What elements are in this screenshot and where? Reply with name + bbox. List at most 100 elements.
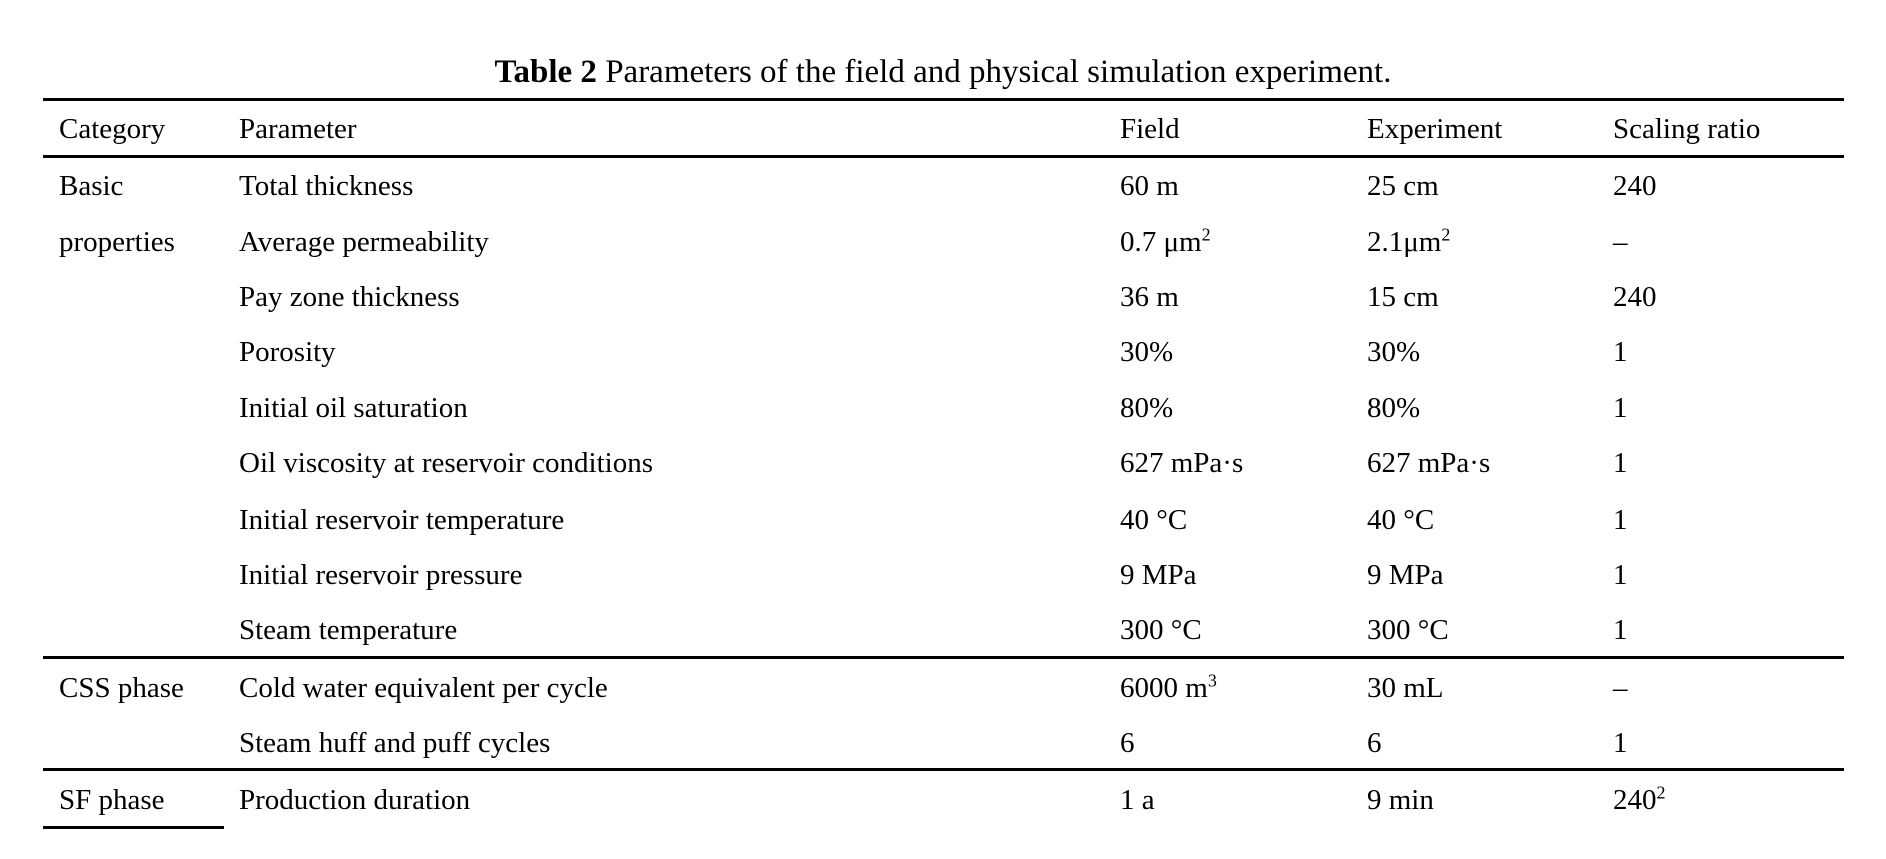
cell-field: 6: [1120, 723, 1135, 763]
cell-ratio-text: –: [1613, 226, 1628, 258]
sf-section-rule: [43, 768, 1844, 771]
cell-experiment: 15 cm: [1367, 277, 1439, 317]
cell-parameter: Steam temperature: [239, 610, 457, 650]
cell-parameter: Total thickness: [239, 166, 413, 206]
cell-field-text: 9 MPa: [1120, 559, 1197, 591]
cell-field: 36 m: [1120, 277, 1179, 317]
cell-experiment-text: 15 cm: [1367, 281, 1439, 313]
cell-parameter-text: Average permeability: [239, 226, 489, 258]
cell-experiment: 30%: [1367, 332, 1420, 372]
top-rule: [43, 98, 1844, 101]
table-row: Basic Total thickness 60 m 25 cm 240: [0, 166, 1886, 206]
cell-ratio: 240: [1613, 166, 1657, 206]
cell-category: properties: [59, 222, 175, 262]
cell-ratio: 1: [1613, 500, 1628, 540]
table-caption: Table 2 Parameters of the field and phys…: [0, 52, 1886, 92]
cell-experiment-text: 25 cm: [1367, 170, 1439, 202]
cell-field-text: 300 °C: [1120, 614, 1202, 646]
cell-experiment: 9 MPa: [1367, 555, 1444, 595]
cell-field-text: 0.7 μm: [1120, 226, 1202, 258]
cell-ratio-text: –: [1613, 672, 1628, 704]
cell-category-text: SF phase: [59, 784, 165, 816]
cell-field-text: 80%: [1120, 392, 1174, 424]
cell-ratio: 1: [1613, 555, 1628, 595]
cell-parameter-text: Steam huff and puff cycles: [239, 727, 551, 759]
cell-parameter-text: Total thickness: [239, 170, 414, 202]
cell-field: 0.7 μm2: [1120, 222, 1211, 262]
cell-parameter: Steam huff and puff cycles: [239, 723, 550, 763]
cell-ratio-text: 240: [1613, 784, 1657, 816]
cell-parameter-text: Initial reservoir pressure: [239, 559, 523, 591]
cell-ratio: 2402: [1613, 780, 1666, 820]
cell-experiment-text: 30%: [1367, 336, 1421, 368]
cell-field: 9 MPa: [1120, 555, 1197, 595]
cell-ratio: 1: [1613, 610, 1628, 650]
table-row: Pay zone thickness 36 m 15 cm 240: [0, 277, 1886, 317]
cell-experiment: 40 °C: [1367, 500, 1434, 540]
table-row: Initial reservoir temperature 40 °C 40 °C 1: [0, 500, 1886, 540]
cell-category-text: Basic: [59, 170, 124, 202]
cell-parameter-text: Production duration: [239, 784, 471, 816]
header-field: Field: [1120, 113, 1180, 145]
cell-field-text: 36 m: [1120, 281, 1179, 313]
cell-parameter: Production duration: [239, 780, 470, 820]
table-row: CSS phase Cold water equivalent per cycle…: [0, 668, 1886, 708]
cell-ratio-text: 1: [1613, 447, 1628, 479]
cell-ratio: 240: [1613, 277, 1657, 317]
cell-experiment-text: 40 °C: [1367, 504, 1435, 536]
cell-experiment-text: 627 mPa·s: [1367, 447, 1491, 479]
table-row: SF phase Production duration 1 a 9 min 2402: [0, 780, 1886, 820]
cell-field-superscript: 3: [1207, 670, 1217, 691]
cell-experiment-superscript: 2: [1441, 224, 1451, 245]
cell-category-text: CSS phase: [59, 672, 184, 704]
cell-field: 30%: [1120, 332, 1173, 372]
cell-parameter: Initial reservoir temperature: [239, 500, 564, 540]
cell-parameter-text: Initial reservoir temperature: [239, 504, 565, 536]
header-parameter: Parameter: [239, 113, 357, 145]
cell-ratio-superscript: 2: [1656, 782, 1666, 803]
cell-parameter-text: Initial oil saturation: [239, 392, 468, 424]
cell-parameter-text: Oil viscosity at reservoir conditions: [239, 447, 653, 479]
cell-ratio-text: 240: [1613, 170, 1657, 202]
cell-experiment-text: 9 MPa: [1367, 559, 1444, 591]
table-row: Initial reservoir pressure 9 MPa 9 MPa 1: [0, 555, 1886, 595]
cell-ratio-text: 1: [1613, 614, 1628, 646]
cell-experiment: 30 mL: [1367, 668, 1444, 708]
cell-experiment-text: 300 °C: [1367, 614, 1449, 646]
header-row: Category Parameter Field Experiment Scal…: [0, 109, 1886, 149]
cell-parameter: Average permeability: [239, 222, 489, 262]
cell-parameter: Cold water equivalent per cycle: [239, 668, 608, 708]
cell-ratio-text: 1: [1613, 336, 1628, 368]
cell-field-text: 40 °C: [1120, 504, 1188, 536]
table-title: Parameters of the field and physical sim…: [605, 54, 1392, 90]
cell-parameter-text: Pay zone thickness: [239, 281, 460, 313]
cell-field-superscript: 2: [1201, 224, 1211, 245]
cell-parameter: Initial oil saturation: [239, 388, 468, 428]
table-row: Steam huff and puff cycles 6 6 1: [0, 723, 1886, 763]
cell-field: 60 m: [1120, 166, 1179, 206]
cell-ratio: –: [1613, 222, 1628, 262]
bottom-rule: [43, 826, 224, 829]
table-label: Table 2: [494, 54, 597, 90]
cell-parameter: Porosity: [239, 332, 336, 372]
table-row: Porosity 30% 30% 1: [0, 332, 1886, 372]
cell-experiment: 6: [1367, 723, 1382, 763]
cell-field-text: 6000 m: [1120, 672, 1208, 704]
cell-field-text: 627 mPa·s: [1120, 447, 1244, 479]
cell-experiment-text: 9 min: [1367, 784, 1434, 816]
cell-ratio: 1: [1613, 723, 1628, 763]
cell-field-text: 30%: [1120, 336, 1174, 368]
cell-experiment: 627 mPa·s: [1367, 443, 1490, 483]
table-row: Steam temperature 300 °C 300 °C 1: [0, 610, 1886, 650]
css-section-rule: [43, 656, 1844, 659]
cell-experiment: 9 min: [1367, 780, 1434, 820]
cell-field-text: 6: [1120, 727, 1135, 759]
cell-experiment: 2.1μm2: [1367, 222, 1450, 262]
cell-parameter: Oil viscosity at reservoir conditions: [239, 443, 653, 483]
cell-field: 6000 m3: [1120, 668, 1217, 708]
cell-category: Basic: [59, 166, 123, 206]
cell-field-text: 1 a: [1120, 784, 1155, 816]
cell-parameter-text: Porosity: [239, 336, 336, 368]
cell-field: 300 °C: [1120, 610, 1202, 650]
cell-ratio-text: 240: [1613, 281, 1657, 313]
